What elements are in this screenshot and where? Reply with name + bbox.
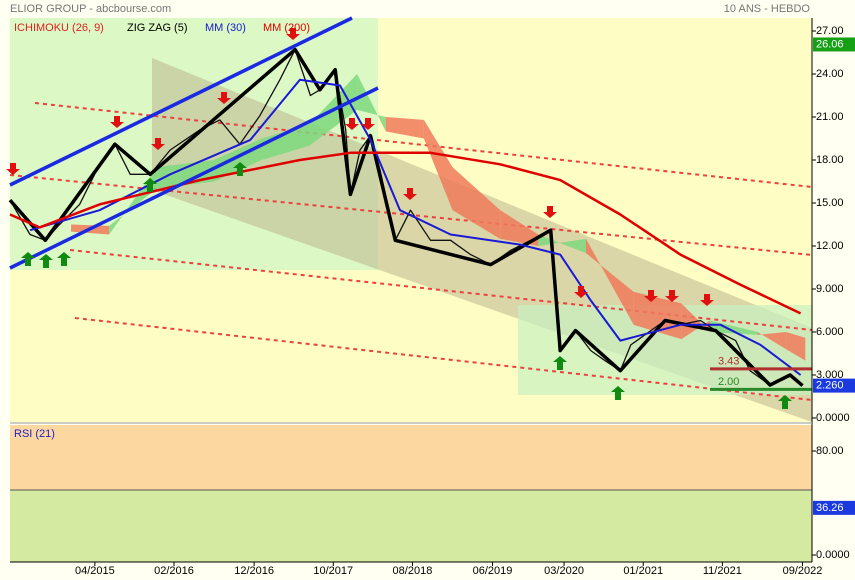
x-tick-label: 03/2020 [544, 565, 584, 577]
sell-arrow [6, 163, 20, 175]
axes: 0.0000 3.000 6.000 9.000 12.00 15.00 18.00 21.0… [10, 18, 855, 577]
sell-arrow [217, 92, 231, 104]
ichimoku-cloud [261, 124, 310, 160]
series-layer: 3.43 2.00 [8, 47, 812, 526]
indicator-line [29, 78, 802, 376]
x-tick-label: 01/2021 [623, 565, 663, 577]
last-value-box [813, 378, 855, 393]
rsi-title: RSI (21) [14, 428, 55, 440]
y-tick-label: 80.00 [816, 445, 844, 457]
main-panel [9, 18, 813, 422]
rsi-lower-zone [10, 490, 812, 562]
last-value-box [813, 500, 855, 515]
ichimoku-cloud [156, 160, 215, 189]
buy-arrow [21, 252, 35, 266]
sell-arrow [574, 286, 588, 298]
channel-lines [9, 16, 379, 270]
ichimoku-cloud [757, 332, 787, 350]
x-tick-label: 04/2015 [75, 565, 115, 577]
channel-line [9, 86, 379, 270]
sell-arrow [110, 116, 124, 128]
legend-entry: MM (200) [263, 22, 310, 34]
sell-arrow [151, 138, 165, 150]
y-tick-label: 21.00 [816, 111, 844, 123]
ichimoku-cloud [709, 320, 758, 335]
sell-arrow [700, 294, 714, 306]
ichimoku-cloud [385, 117, 424, 139]
y-tick-label: 12.00 [816, 240, 844, 252]
buy-arrow [611, 386, 625, 400]
x-tick-label: 12/2016 [234, 565, 274, 577]
chart-title: ELIOR GROUP - abcbourse.com [10, 3, 171, 15]
level-label: 2.00 [718, 376, 739, 388]
last-value-label: 36.26 [816, 502, 844, 514]
ichimoku-cloud [500, 210, 539, 246]
level-label: 3.43 [718, 356, 739, 368]
buy-arrow [39, 254, 53, 268]
x-tick-label: 06/2019 [473, 565, 513, 577]
sell-arrow [644, 290, 658, 302]
x-tick-label: 02/2016 [154, 565, 194, 577]
rsi-panel [10, 425, 812, 562]
y-tick-label: 6.000 [816, 326, 844, 338]
x-tick-label: 11/2021 [703, 565, 742, 577]
legend-entry: ZIG ZAG (5) [127, 22, 188, 34]
chart-subtitle: 10 ANS - HEBDO [724, 3, 811, 15]
legend: ICHIMOKU (26, 9) ZIG ZAG (5) MM (30) MM (20… [14, 22, 310, 34]
ichimoku-cloud [585, 238, 634, 325]
y-tick-label: 0.0000 [816, 412, 850, 424]
y-tick-label: 0.0000 [816, 549, 850, 561]
trend-line [74, 317, 813, 401]
rsi-upper-zone [10, 425, 812, 490]
buy-arrow [143, 178, 157, 192]
indicator-line [9, 151, 802, 315]
sell-arrow [286, 28, 300, 40]
buy-arrow [233, 162, 247, 176]
y-tick-label: 15.00 [816, 197, 844, 209]
sell-arrow [665, 290, 679, 302]
trend-line [34, 102, 813, 188]
buy-arrow [57, 252, 71, 266]
channel-line [9, 16, 353, 187]
legend-entry: MM (30) [205, 22, 246, 34]
signal-arrows [6, 28, 792, 409]
ichimoku-cloud [786, 332, 806, 361]
y-tick-label: 3.000 [816, 369, 844, 381]
x-tick-label: 10/2017 [313, 565, 353, 577]
ichimoku-cloud [109, 167, 157, 235]
x-tick-label: 08/2018 [393, 565, 433, 577]
y-tick-label: 24.00 [816, 68, 844, 80]
high-value-label: 26.06 [816, 38, 844, 50]
sell-arrow [361, 118, 375, 130]
ichimoku-cloud [357, 74, 386, 132]
legend-entry: ICHIMOKU (26, 9) [14, 22, 104, 34]
x-tick-label: 09/2022 [783, 565, 823, 577]
buy-arrow [778, 395, 792, 409]
last-value-label: 2.260 [816, 380, 844, 392]
buy-arrow [553, 356, 567, 370]
ichimoku-cloud [452, 167, 501, 239]
y-tick-label: 18.00 [816, 154, 844, 166]
high-value-box [813, 37, 855, 52]
sell-arrow [403, 188, 417, 200]
sell-arrow [345, 118, 359, 130]
indicator-line [8, 47, 804, 387]
y-tick-label: 27.00 [816, 25, 844, 37]
y-tick-label: 9.000 [816, 283, 844, 295]
ichimoku-cloud [423, 119, 453, 211]
sell-arrow [543, 206, 557, 218]
